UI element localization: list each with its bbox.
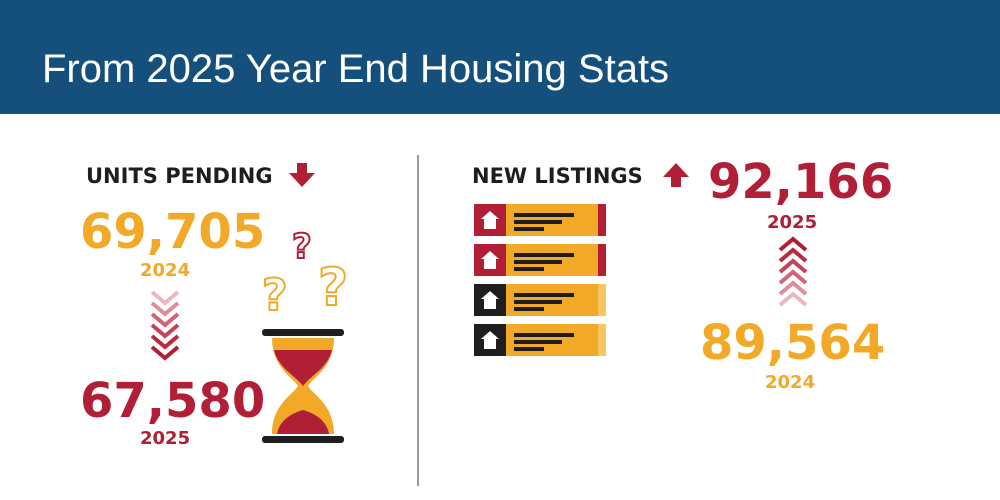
units-pending-label: UNITS PENDING [86,164,273,188]
value-2025: 67,580 [80,373,265,429]
new-listings-label: NEW LISTINGS [472,164,643,188]
header-title: From 2025 Year End Housing Stats [42,47,669,91]
listing-part [598,284,606,316]
listing-part [514,333,574,337]
listing-part [514,253,574,257]
svg-text:?: ? [318,258,348,318]
year-2024: 2024 [765,372,815,393]
up-arrow [663,163,689,187]
listing-part [514,220,562,224]
listing-part [514,267,544,271]
up-chevrons [778,236,808,307]
listing-part [514,347,544,351]
listing-part [598,204,606,236]
listing-part [598,244,606,276]
listing-part [514,307,544,311]
listing-part [481,211,499,229]
listing-part [514,293,574,297]
listing-part [514,300,562,304]
listing-part [481,291,499,309]
header-bar [0,0,1000,114]
listing-part [514,260,562,264]
listing-part [481,331,499,349]
value-2025: 92,166 [708,154,893,210]
listing-icons [474,204,606,356]
hourglass [262,329,344,443]
question-marks: ? ? ? [261,226,349,322]
year-2025: 2025 [767,212,817,233]
listing-part [598,324,606,356]
svg-text:?: ? [262,270,288,321]
listing-part [514,227,544,231]
svg-text:?: ? [292,227,312,267]
value-2024: 69,705 [80,204,265,260]
year-2025: 2025 [140,428,190,449]
year-2024: 2024 [140,260,190,281]
down-chevrons [150,290,180,361]
listing-part [481,251,499,269]
value-2024: 89,564 [700,315,885,371]
down-arrow [289,163,315,187]
listing-part [514,340,562,344]
listing-part [514,213,574,217]
